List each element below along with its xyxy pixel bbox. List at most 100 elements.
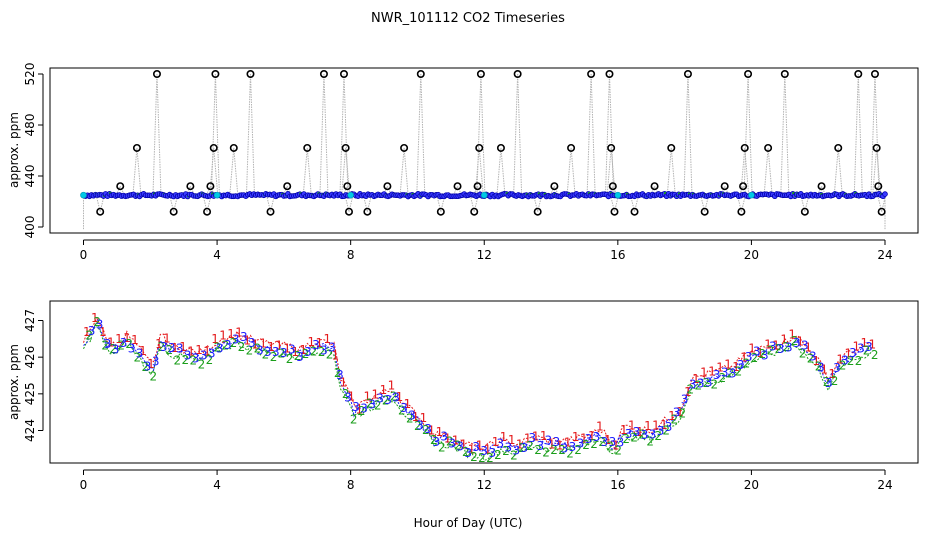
series-marker-1: 1 bbox=[219, 329, 227, 343]
series-marker-3: 3 bbox=[504, 441, 512, 455]
series-marker-2: 2 bbox=[654, 429, 662, 443]
outlier-point bbox=[266, 207, 275, 216]
outlier-connector bbox=[205, 185, 211, 196]
series-marker-3: 3 bbox=[392, 390, 400, 404]
series-marker-3: 3 bbox=[529, 431, 537, 445]
outlier-point bbox=[339, 70, 348, 79]
outlier-connector bbox=[436, 195, 442, 212]
series-marker-2: 2 bbox=[414, 419, 422, 433]
series-marker-2: 2 bbox=[534, 443, 542, 457]
series-marker-2: 2 bbox=[646, 435, 654, 449]
series-marker-2: 2 bbox=[125, 337, 133, 351]
series-marker-1: 1 bbox=[267, 340, 275, 354]
outlier-point bbox=[363, 207, 372, 216]
series-marker-1: 1 bbox=[339, 376, 347, 390]
series-marker-3: 3 bbox=[288, 342, 296, 356]
series-marker-3: 3 bbox=[801, 338, 809, 352]
outlier-connector bbox=[469, 195, 475, 212]
series-marker-2: 2 bbox=[133, 351, 141, 365]
series-marker-3: 3 bbox=[168, 341, 176, 355]
outlier-point bbox=[740, 143, 749, 152]
series-marker-3: 3 bbox=[545, 433, 553, 447]
series-marker-3: 3 bbox=[865, 340, 873, 354]
outlier-point bbox=[211, 70, 220, 79]
series-marker-2: 2 bbox=[342, 387, 350, 401]
outlier-point bbox=[817, 182, 826, 191]
outlier-connector bbox=[606, 147, 612, 196]
series-marker-3: 3 bbox=[577, 436, 585, 450]
series-marker-2: 2 bbox=[694, 378, 702, 392]
series-marker-3: 3 bbox=[657, 424, 665, 438]
series-marker-2: 2 bbox=[703, 376, 711, 390]
series-marker-3: 3 bbox=[432, 435, 440, 449]
series-marker-3: 3 bbox=[841, 354, 849, 368]
outlier-connector bbox=[650, 185, 656, 196]
outlier-point bbox=[513, 70, 522, 79]
series-marker-2: 2 bbox=[446, 434, 454, 448]
series-marker-2: 2 bbox=[166, 343, 174, 357]
series-marker-3: 3 bbox=[440, 429, 448, 443]
y-tick-label: 424 bbox=[23, 419, 37, 442]
series-marker-3: 3 bbox=[328, 340, 336, 354]
series-marker-2: 2 bbox=[157, 340, 165, 354]
outlier-connector bbox=[784, 73, 790, 196]
series-marker-1: 1 bbox=[540, 429, 548, 443]
series-marker-3: 3 bbox=[512, 444, 520, 458]
outlier-connector bbox=[152, 73, 158, 196]
outlier-connector bbox=[763, 147, 769, 196]
outlier-point bbox=[667, 143, 676, 152]
series-marker-1: 1 bbox=[412, 410, 420, 424]
outlier-point bbox=[800, 207, 809, 216]
series-marker-1: 1 bbox=[283, 342, 291, 356]
outlier-point bbox=[650, 182, 659, 191]
series-marker-1: 1 bbox=[556, 438, 564, 452]
series-marker-3: 3 bbox=[809, 350, 817, 364]
series-marker-3: 3 bbox=[561, 442, 569, 456]
series-marker-1: 1 bbox=[179, 340, 187, 354]
outlier-point bbox=[303, 143, 312, 152]
cyan-point bbox=[213, 191, 221, 199]
x-axis-title: Hour of Day (UTC) bbox=[414, 516, 523, 530]
series-marker-2: 2 bbox=[662, 423, 670, 437]
outlier-point bbox=[453, 182, 462, 191]
series-marker-2: 2 bbox=[430, 433, 438, 447]
series-marker-3: 3 bbox=[320, 343, 328, 357]
outlier-point bbox=[473, 182, 482, 191]
series-marker-1: 1 bbox=[275, 338, 283, 352]
series-marker-3: 3 bbox=[176, 341, 184, 355]
series-marker-2: 2 bbox=[614, 444, 622, 458]
x-tick-label: 12 bbox=[477, 478, 492, 492]
series-marker-3: 3 bbox=[480, 444, 488, 458]
series-marker-1: 1 bbox=[748, 342, 756, 356]
series-marker-3: 3 bbox=[96, 318, 104, 332]
outlier-connector bbox=[345, 147, 351, 196]
series-marker-3: 3 bbox=[569, 440, 577, 454]
series-marker-1: 1 bbox=[203, 344, 211, 358]
series-marker-1: 1 bbox=[580, 431, 588, 445]
series-marker-3: 3 bbox=[272, 345, 280, 359]
series-marker-1: 1 bbox=[740, 350, 748, 364]
outlier-connector bbox=[853, 73, 859, 196]
data-point bbox=[882, 191, 888, 197]
y-tick-label: 400 bbox=[23, 216, 37, 239]
outlier-point bbox=[343, 182, 352, 191]
outlier-point bbox=[229, 143, 238, 152]
series-marker-3: 3 bbox=[360, 401, 368, 415]
series-marker-1: 1 bbox=[636, 425, 644, 439]
series-marker-1: 1 bbox=[163, 331, 171, 345]
series-marker-2: 2 bbox=[590, 437, 598, 451]
series-marker-1: 1 bbox=[604, 433, 612, 447]
outlier-connector bbox=[132, 147, 138, 196]
series-marker-1: 1 bbox=[364, 390, 372, 404]
series-marker-3: 3 bbox=[488, 446, 496, 460]
outlier-connector bbox=[403, 147, 409, 196]
outlier-point bbox=[475, 143, 484, 152]
series-marker-2: 2 bbox=[542, 446, 550, 460]
series-marker-1: 1 bbox=[772, 339, 780, 353]
y-tick-label: 427 bbox=[23, 309, 37, 332]
series-marker-3: 3 bbox=[761, 348, 769, 362]
outlier-connector bbox=[873, 185, 879, 196]
outlier-connector bbox=[687, 73, 693, 196]
series-marker-1: 1 bbox=[868, 337, 876, 351]
series-marker-3: 3 bbox=[112, 343, 120, 357]
